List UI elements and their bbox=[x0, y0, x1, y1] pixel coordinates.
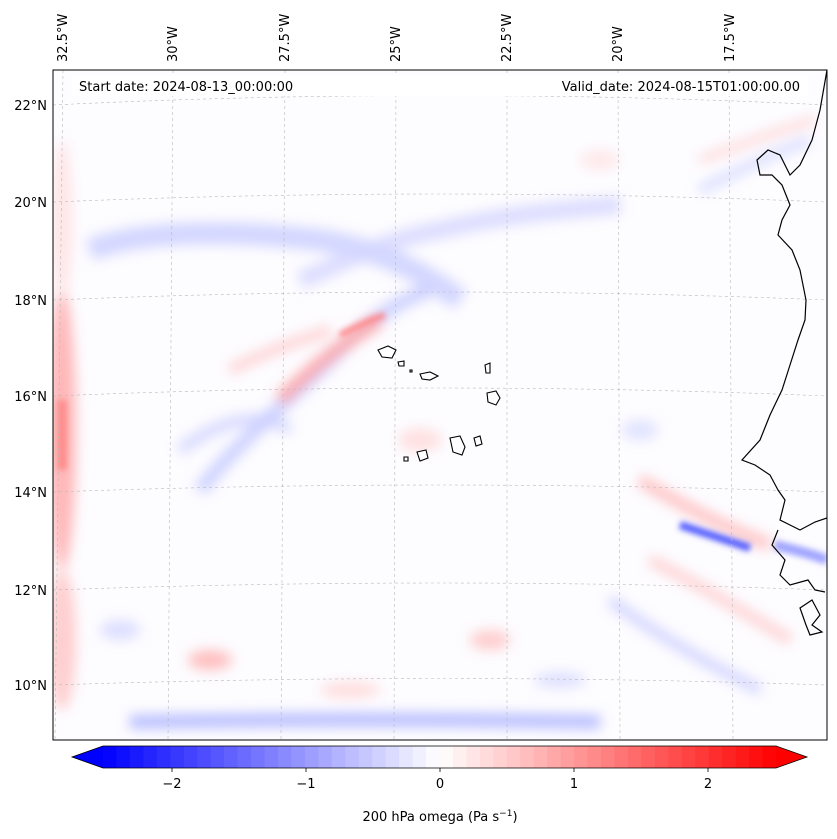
colorbar-segment bbox=[264, 746, 279, 768]
lat-label: 12°N bbox=[14, 584, 47, 599]
colorbar-segment bbox=[197, 746, 212, 768]
colorbar-segment bbox=[116, 746, 131, 768]
colorbar-segment bbox=[560, 746, 575, 768]
colorbar-segment bbox=[439, 746, 454, 768]
colorbar-segment bbox=[251, 746, 266, 768]
colorbar-extend-max bbox=[776, 746, 807, 768]
lon-label: 25°W bbox=[389, 26, 404, 62]
colorbar-segment bbox=[277, 746, 292, 768]
colorbar-segment bbox=[291, 746, 306, 768]
colorbar-segment bbox=[304, 746, 319, 768]
colorbar-segment bbox=[210, 746, 225, 768]
header-strip bbox=[72, 76, 808, 96]
lat-label: 18°N bbox=[14, 294, 47, 309]
colorbar-segment bbox=[506, 746, 521, 768]
colorbar: −2 −1 0 1 2 200 hPa omega (Pa s−1) bbox=[70, 745, 809, 825]
colorbar-segment bbox=[156, 746, 171, 768]
colorbar-tick-label: 1 bbox=[570, 777, 578, 792]
graticule bbox=[53, 70, 827, 740]
colorbar-segment bbox=[385, 746, 400, 768]
lon-label: 17.5°W bbox=[723, 14, 738, 62]
map-panel: Start date: 2024-08-13_00:00:00 Valid_da… bbox=[14, 14, 828, 741]
colorbar-ticks bbox=[171, 768, 709, 772]
colorbar-segment bbox=[237, 746, 252, 768]
lat-label: 16°N bbox=[14, 390, 47, 405]
colorbar-segment bbox=[695, 746, 710, 768]
omega-field bbox=[53, 70, 827, 740]
colorbar-segment bbox=[654, 746, 669, 768]
latitude-labels: 22°N 20°N 18°N 16°N 14°N 12°N 10°N bbox=[14, 99, 47, 694]
colorbar-segment bbox=[143, 746, 158, 768]
colorbar-segment bbox=[735, 746, 750, 768]
colorbar-segment bbox=[493, 746, 508, 768]
colorbar-segment bbox=[601, 746, 615, 768]
colorbar-segment bbox=[627, 746, 642, 768]
colorbar-segment bbox=[722, 746, 737, 768]
colorbar-label: 200 hPa omega (Pa s−1) bbox=[362, 809, 517, 825]
colorbar-segment bbox=[668, 746, 683, 768]
colorbar-segment bbox=[452, 746, 467, 768]
start-date-label: Start date: 2024-08-13_00:00:00 bbox=[79, 80, 293, 95]
lon-label: 32.5°W bbox=[56, 14, 71, 62]
colorbar-segment bbox=[520, 746, 535, 768]
colorbar-extend-min bbox=[72, 746, 103, 768]
colorbar-segment bbox=[587, 746, 602, 768]
lat-label: 22°N bbox=[14, 99, 47, 114]
colorbar-segment bbox=[681, 746, 696, 768]
coastline bbox=[740, 70, 827, 636]
colorbar-segment bbox=[345, 746, 360, 768]
lat-label: 10°N bbox=[14, 679, 47, 694]
colorbar-segment bbox=[426, 746, 440, 768]
colorbar-segment bbox=[412, 746, 427, 768]
colorbar-segment bbox=[183, 746, 198, 768]
colorbar-segment bbox=[762, 746, 777, 768]
colorbar-segment bbox=[224, 746, 239, 768]
lat-label: 20°N bbox=[14, 196, 47, 211]
lon-label: 22.5°W bbox=[500, 14, 515, 62]
lat-label: 14°N bbox=[14, 486, 47, 501]
colorbar-segment bbox=[641, 746, 656, 768]
colorbar-segment bbox=[399, 746, 414, 768]
colorbar-tick-label: −1 bbox=[296, 777, 315, 792]
lon-label: 27.5°W bbox=[278, 14, 293, 62]
colorbar-segment bbox=[170, 746, 185, 768]
map-frame bbox=[52, 69, 828, 741]
colorbar-segment bbox=[533, 746, 548, 768]
colorbar-segment bbox=[466, 746, 481, 768]
colorbar-segment bbox=[318, 746, 333, 768]
colorbar-segment bbox=[372, 746, 387, 768]
valid-date-label: Valid_date: 2024-08-15T01:00:00.00 bbox=[562, 80, 800, 95]
colorbar-segment bbox=[358, 746, 373, 768]
lon-label: 30°W bbox=[166, 26, 181, 62]
colorbar-segment bbox=[547, 746, 562, 768]
colorbar-segment bbox=[129, 746, 144, 768]
colorbar-tick-label: 0 bbox=[436, 777, 444, 792]
colorbar-segment bbox=[614, 746, 629, 768]
map-background bbox=[53, 70, 827, 740]
colorbar-segments bbox=[103, 746, 777, 768]
colorbar-outline bbox=[70, 745, 809, 769]
colorbar-segment bbox=[749, 746, 764, 768]
cape-verde-islands bbox=[377, 345, 501, 462]
colorbar-segment bbox=[574, 746, 589, 768]
colorbar-segment bbox=[479, 746, 494, 768]
colorbar-segment bbox=[103, 746, 117, 768]
longitude-labels: 32.5°W 30°W 27.5°W 25°W 22.5°W 20°W 17.5… bbox=[56, 14, 738, 62]
colorbar-tick-label: −2 bbox=[162, 777, 181, 792]
colorbar-tick-label: 2 bbox=[704, 777, 712, 792]
colorbar-segment bbox=[708, 746, 723, 768]
colorbar-segment bbox=[331, 746, 346, 768]
lon-label: 20°W bbox=[611, 26, 626, 62]
